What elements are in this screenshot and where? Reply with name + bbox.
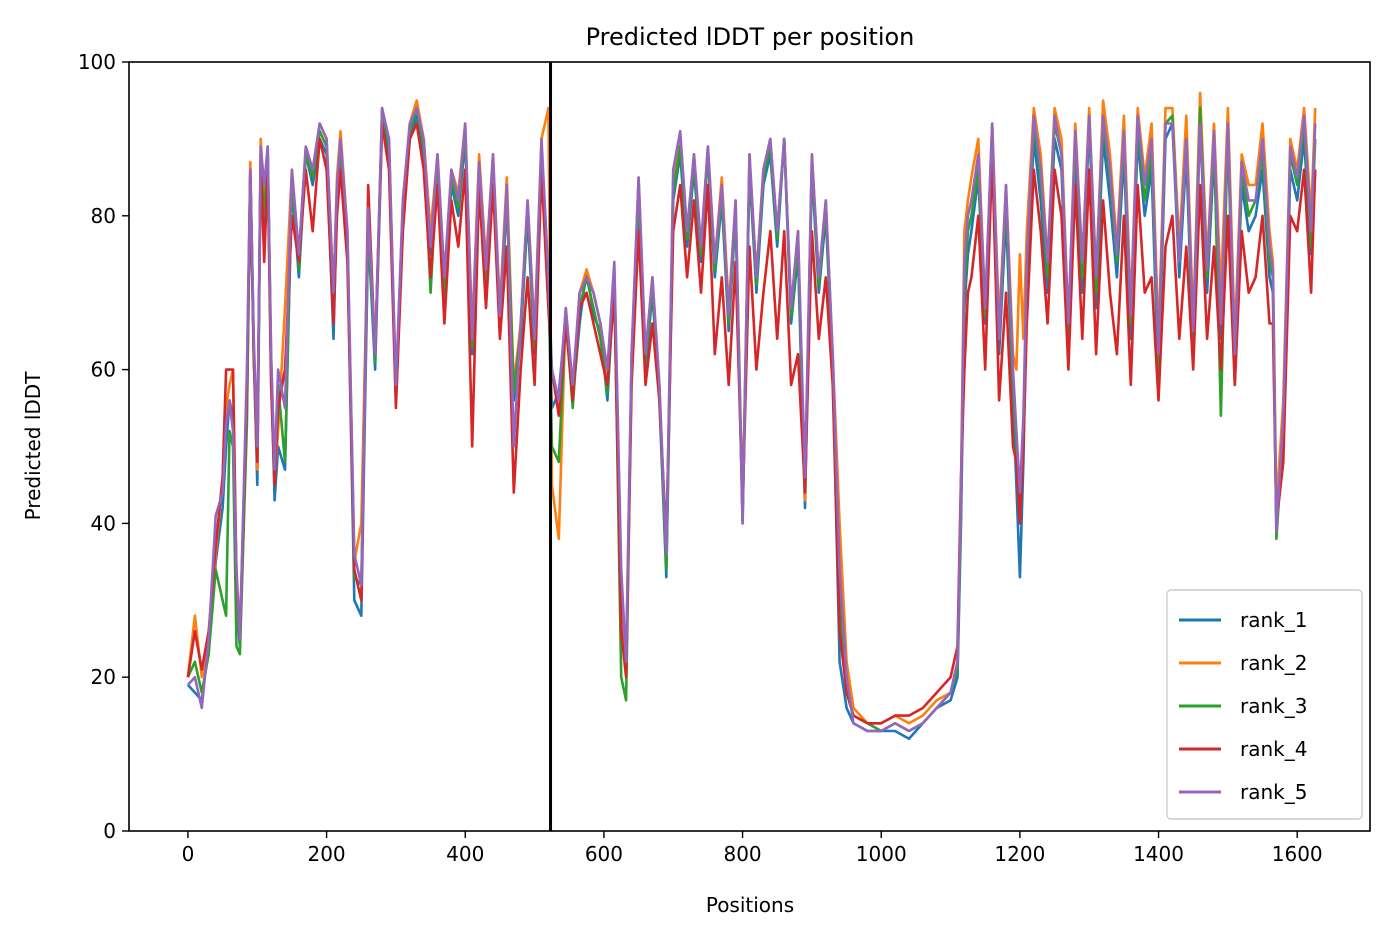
y-axis-ticks: 0 20 40 60 80 100 <box>78 50 129 843</box>
legend-label-rank-5: rank_5 <box>1240 780 1307 804</box>
y-axis-title: Predicted lDDT <box>21 371 45 521</box>
y-tick-label: 100 <box>78 50 116 74</box>
x-tick-label: 1600 <box>1272 842 1323 866</box>
legend: rank_1 rank_2 rank_3 rank_4 rank_5 <box>1166 589 1363 820</box>
x-tick-label: 1000 <box>856 842 907 866</box>
x-axis-title: Positions <box>706 893 794 917</box>
y-tick-label: 20 <box>91 665 116 689</box>
x-axis-ticks: 0 200 400 600 800 1000 1200 1400 1600 <box>182 831 1323 866</box>
y-tick-label: 40 <box>91 511 116 535</box>
chart-title: Predicted lDDT per position <box>586 23 915 51</box>
x-tick-label: 0 <box>182 842 195 866</box>
legend-label-rank-3: rank_3 <box>1240 694 1307 718</box>
x-tick-label: 800 <box>723 842 761 866</box>
plot-frame <box>128 61 1371 832</box>
y-tick-label: 0 <box>103 819 116 843</box>
x-tick-label: 600 <box>585 842 623 866</box>
legend-label-rank-2: rank_2 <box>1240 651 1307 675</box>
x-tick-label: 400 <box>446 842 484 866</box>
legend-label-rank-4: rank_4 <box>1240 737 1307 761</box>
x-tick-label: 1400 <box>1133 842 1184 866</box>
series-line-rank-5 <box>186 106 1317 733</box>
x-tick-label: 1200 <box>994 842 1045 866</box>
plot-lines-group <box>186 62 1317 831</box>
y-tick-label: 60 <box>91 358 116 382</box>
x-tick-label: 200 <box>307 842 345 866</box>
y-tick-label: 80 <box>91 204 116 228</box>
legend-label-rank-1: rank_1 <box>1240 608 1307 632</box>
legend-box <box>1166 589 1363 820</box>
